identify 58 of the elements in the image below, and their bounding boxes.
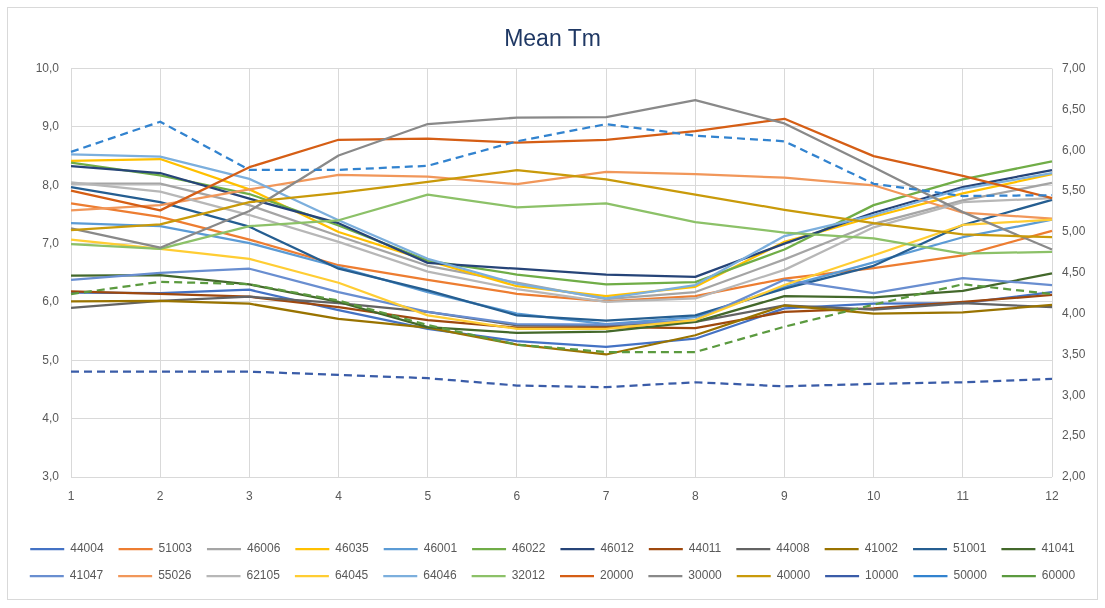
legend-label: 44004 bbox=[70, 541, 104, 556]
y2-tick-label: 3,50 bbox=[1062, 346, 1086, 361]
legend-label: 51003 bbox=[158, 541, 193, 556]
x-tick-label: 12 bbox=[1045, 488, 1059, 503]
legend-label: 44011 bbox=[688, 541, 722, 556]
y2-tick-label: 2,50 bbox=[1062, 428, 1086, 443]
x-tick-label: 7 bbox=[602, 488, 610, 503]
y-tick-label: 10,0 bbox=[35, 60, 60, 75]
y-tick-label: 7,0 bbox=[42, 235, 60, 250]
y2-tick-label: 4,00 bbox=[1062, 305, 1086, 320]
legend-label: 64045 bbox=[334, 568, 369, 583]
legend-label: 46012 bbox=[600, 541, 635, 556]
legend-label: 62105 bbox=[246, 568, 281, 583]
legend-label: 32012 bbox=[511, 568, 546, 583]
x-tick-label: 4 bbox=[335, 488, 343, 503]
y-tick-label: 3,0 bbox=[42, 469, 60, 484]
x-tick-label: 1 bbox=[67, 488, 75, 503]
legend-label: 10000 bbox=[865, 568, 899, 583]
line-series bbox=[69, 370, 1054, 389]
y2-tick-label: 4,50 bbox=[1062, 265, 1086, 280]
chart-title: Mean Tm bbox=[504, 25, 601, 52]
line-series bbox=[69, 120, 1054, 198]
x-tick-label: 11 bbox=[956, 488, 970, 503]
legend-label: 41041 bbox=[1041, 541, 1076, 556]
y2-tick-label: 5,50 bbox=[1062, 183, 1086, 198]
legend-label: 60000 bbox=[1041, 568, 1076, 583]
y2-tick-label: 3,00 bbox=[1062, 387, 1086, 402]
legend-label: 51001 bbox=[953, 541, 987, 556]
y-tick-label: 6,0 bbox=[42, 294, 60, 309]
y2-tick-label: 6,50 bbox=[1062, 101, 1086, 116]
legend-label: 46022 bbox=[512, 541, 546, 556]
y-tick-label: 9,0 bbox=[42, 119, 60, 134]
legend-label: 30000 bbox=[688, 568, 723, 583]
x-tick-label: 3 bbox=[246, 488, 254, 503]
y2-tick-label: 5,00 bbox=[1062, 224, 1086, 239]
legend-label: 46035 bbox=[335, 541, 370, 556]
legend-label: 46006 bbox=[246, 541, 281, 556]
legend-label: 55026 bbox=[158, 568, 192, 583]
x-tick-label: 8 bbox=[691, 488, 699, 503]
y2-tick-label: 6,00 bbox=[1062, 142, 1086, 157]
x-tick-label: 9 bbox=[781, 488, 789, 503]
y-tick-label: 8,0 bbox=[42, 177, 60, 192]
y2-tick-label: 2,00 bbox=[1062, 469, 1086, 484]
y2-tick-label: 7,00 bbox=[1062, 60, 1086, 75]
y-tick-label: 5,0 bbox=[42, 352, 60, 367]
legend-label: 64046 bbox=[423, 568, 457, 583]
x-tick-label: 5 bbox=[424, 488, 432, 503]
y-tick-label: 4,0 bbox=[42, 410, 60, 425]
legend-label: 50000 bbox=[953, 568, 988, 583]
legend-label: 41047 bbox=[69, 568, 104, 583]
legend-label: 46001 bbox=[423, 541, 458, 556]
x-tick-label: 2 bbox=[156, 488, 164, 503]
x-tick-label: 6 bbox=[513, 488, 521, 503]
x-tick-label: 10 bbox=[866, 488, 881, 503]
legend-label: 20000 bbox=[600, 568, 634, 583]
legend-label: 40000 bbox=[776, 568, 811, 583]
legend-label: 44008 bbox=[776, 541, 810, 556]
legend-label: 41002 bbox=[864, 541, 899, 556]
